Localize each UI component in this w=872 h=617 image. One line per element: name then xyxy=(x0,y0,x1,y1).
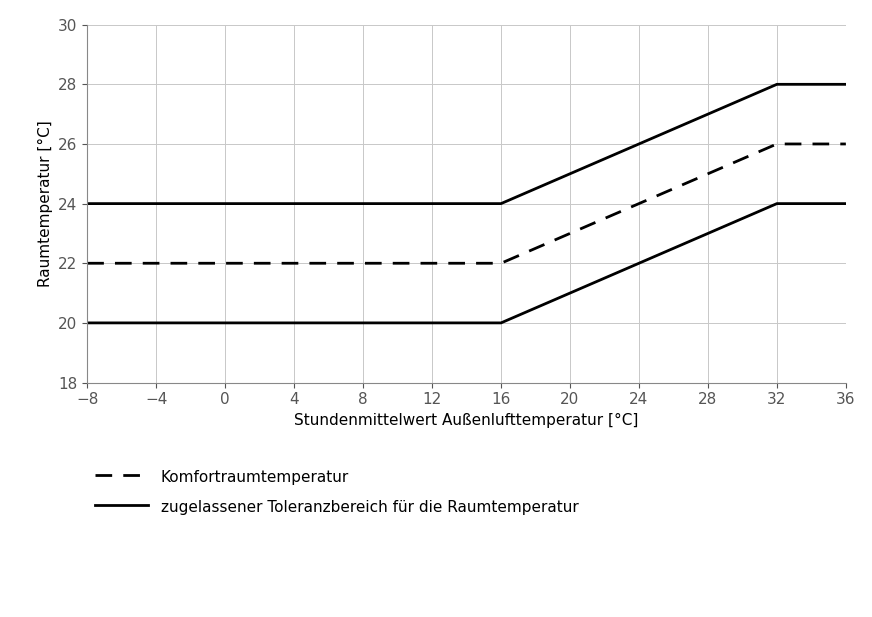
Legend: Komfortraumtemperatur, zugelassener Toleranzbereich für die Raumtemperatur: Komfortraumtemperatur, zugelassener Tole… xyxy=(95,469,578,515)
Y-axis label: Raumtemperatur [°C]: Raumtemperatur [°C] xyxy=(37,120,52,287)
X-axis label: Stundenmittelwert Außenlufttemperatur [°C]: Stundenmittelwert Außenlufttemperatur [°… xyxy=(295,413,638,428)
